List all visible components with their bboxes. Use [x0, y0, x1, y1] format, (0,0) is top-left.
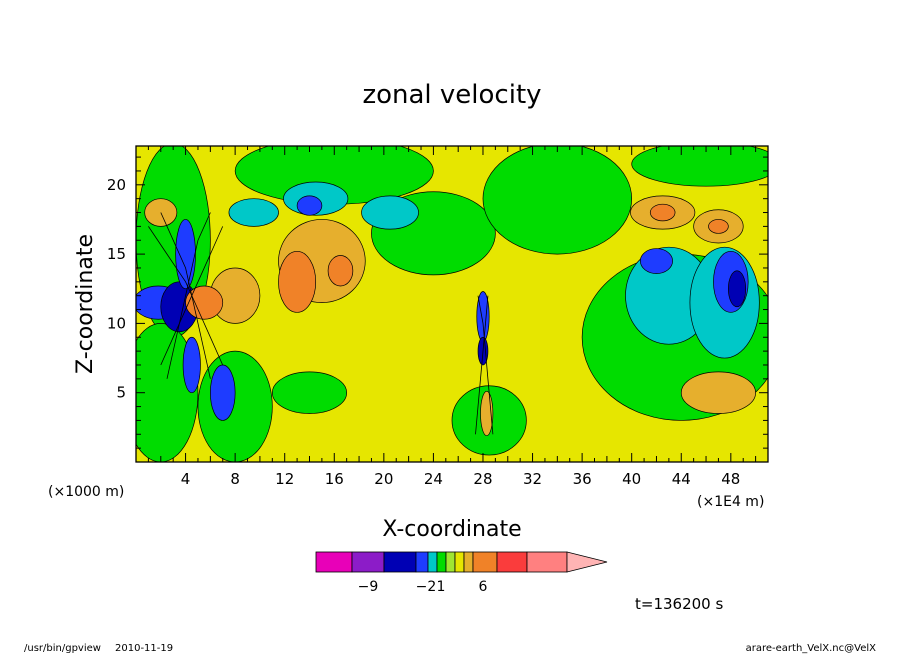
colorbar-label: 1 [437, 579, 446, 595]
footer-program: /usr/bin/gpview [24, 643, 101, 654]
contour-region-23 [228, 198, 279, 227]
time-label: t=136200 s [635, 595, 723, 613]
x-tick-label: 8 [230, 470, 240, 488]
colorbar-swatch [351, 551, 385, 573]
contour-region-2 [136, 323, 199, 462]
x-tick-label: 44 [672, 470, 691, 488]
y-tick-label: 10 [107, 314, 126, 332]
x-axis-label: X-coordinate [382, 517, 521, 542]
contour-region-17 [278, 250, 317, 313]
x-tick-label: 28 [473, 470, 492, 488]
y-axis-label: Z-coordinate [73, 234, 98, 374]
plot-frame [135, 145, 769, 463]
colorbar-swatch [436, 551, 447, 573]
contour-region-29 [210, 364, 236, 421]
contour-region-25 [649, 203, 676, 222]
contour-region-33 [175, 219, 196, 290]
contour-region-13 [640, 248, 673, 274]
x-tick-label: 16 [325, 470, 344, 488]
contour-region-3 [197, 350, 273, 462]
colorbar-swatch [315, 551, 353, 573]
colorbar [315, 551, 608, 573]
x-tick-label: 24 [424, 470, 443, 488]
colorbar-arrow [566, 551, 608, 573]
colorbar-swatch [383, 551, 417, 573]
colorbar-swatch [427, 551, 438, 573]
colorbar-swatch [415, 551, 429, 573]
x-tick-label: 20 [374, 470, 393, 488]
x-tick-label: 4 [181, 470, 191, 488]
y-tick-label: 5 [116, 384, 126, 402]
x-axis: 4 8 12 16 20 24 28 32 36 40 44 48 [147, 146, 757, 488]
colorbar-label: −9 [358, 579, 379, 595]
y-axis: 5 10 15 20 [107, 156, 768, 449]
y-tick-label: 20 [107, 176, 126, 194]
footer-file: arare-earth_VelX.nc@VelX [746, 643, 877, 654]
colorbar-swatch [472, 551, 498, 573]
contour-region-6 [482, 146, 633, 255]
contour-region-27 [708, 219, 729, 234]
colorbar-swatch [445, 551, 456, 573]
contour-region-21 [296, 195, 323, 216]
x-tick-label: 32 [523, 470, 542, 488]
colorbar-swatch [463, 551, 474, 573]
contour-line-1 [166, 212, 211, 379]
colorbar-swatch [526, 551, 568, 573]
x-tick-label: 36 [573, 470, 592, 488]
colorbar-swatch [454, 551, 465, 573]
colorbar-label: 6 [479, 579, 488, 595]
contour-line-4 [477, 295, 494, 435]
x-unit-left: (×1000 m) [48, 484, 124, 500]
colorbar-label: −2 [416, 579, 437, 595]
footer-date: 2010-11-19 [115, 643, 173, 654]
contour-line-5 [475, 295, 489, 435]
contour-lines [148, 212, 494, 435]
x-tick-label: 40 [622, 470, 641, 488]
contour-region-28 [680, 371, 756, 414]
x-tick-label: 12 [275, 470, 294, 488]
contour-region-18 [327, 255, 354, 287]
colorbar-labels: −9 −2 1 6 [358, 579, 488, 595]
chart-title: zonal velocity [362, 80, 541, 110]
y-tick-label: 15 [107, 245, 126, 263]
contour-region-10 [271, 371, 348, 414]
contour-region-34 [182, 336, 201, 394]
contour-line-3 [160, 226, 224, 366]
contour-region-15 [727, 270, 747, 308]
contour-region-22 [361, 195, 419, 230]
contour-fill-regions [136, 146, 768, 462]
x-unit-right: (×1E4 m) [697, 494, 764, 510]
plot-area [136, 146, 768, 462]
x-tick-label: 48 [721, 470, 740, 488]
contour-region-8 [631, 146, 768, 187]
colorbar-swatch [496, 551, 528, 573]
